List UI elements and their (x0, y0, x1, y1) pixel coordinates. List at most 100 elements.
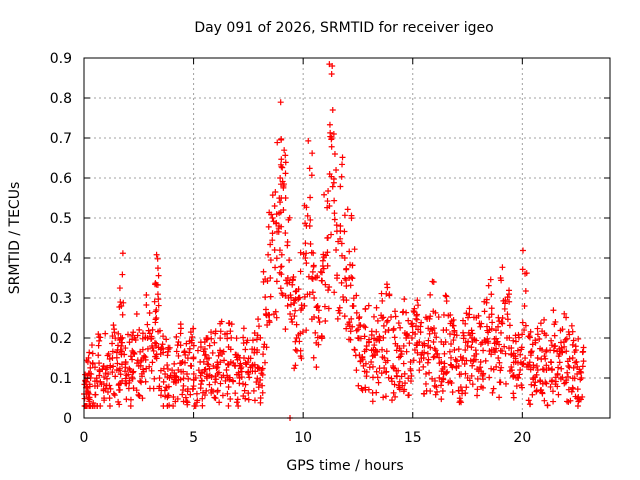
data-point (379, 315, 386, 322)
data-point (307, 216, 314, 223)
data-point (184, 355, 191, 362)
data-point (291, 313, 298, 320)
data-point (477, 364, 484, 371)
data-point (512, 338, 519, 345)
data-point (255, 384, 262, 391)
data-point (311, 313, 318, 320)
data-point (397, 353, 404, 360)
data-point (501, 305, 508, 312)
data-point (415, 326, 422, 333)
data-point (353, 292, 360, 299)
data-point (300, 251, 307, 258)
data-point (197, 385, 204, 392)
data-point (551, 332, 558, 339)
data-point (225, 361, 232, 368)
data-point (279, 291, 286, 298)
data-point (171, 360, 178, 367)
data-point (477, 341, 484, 348)
data-point (199, 395, 206, 402)
data-point (316, 318, 323, 325)
data-point (550, 398, 557, 405)
data-point (240, 393, 247, 400)
data-point (534, 367, 541, 374)
data-point (358, 385, 365, 392)
data-point (137, 362, 144, 369)
data-point (149, 326, 156, 333)
data-point (116, 387, 123, 394)
data-point (299, 329, 306, 336)
data-point (431, 330, 438, 337)
data-point (146, 330, 153, 337)
data-point (527, 328, 534, 335)
data-point (170, 393, 177, 400)
data-point (518, 344, 525, 351)
data-point (130, 350, 137, 357)
data-point (212, 395, 219, 402)
data-point (380, 314, 387, 321)
y-tick-label: 0.9 (50, 51, 72, 67)
data-point (548, 359, 555, 366)
data-point (568, 388, 575, 395)
data-point (324, 198, 331, 205)
data-point (331, 216, 338, 223)
data-point (110, 390, 117, 397)
data-point (443, 327, 450, 334)
data-point (122, 345, 129, 352)
data-point (282, 152, 289, 159)
data-point (405, 392, 412, 399)
data-point (374, 374, 381, 381)
data-point (522, 355, 529, 362)
data-point (441, 360, 448, 367)
data-point (430, 354, 437, 361)
data-point (253, 336, 260, 343)
data-point (433, 334, 440, 341)
data-point (206, 365, 213, 372)
data-point (442, 292, 449, 299)
data-point (439, 387, 446, 394)
data-point (561, 343, 568, 350)
data-point (293, 321, 300, 328)
data-point (225, 384, 232, 391)
data-point (475, 368, 482, 375)
data-point (203, 373, 210, 380)
data-point (419, 349, 426, 356)
data-point (499, 320, 506, 327)
data-point (166, 344, 173, 351)
data-point (117, 299, 124, 306)
data-point (450, 322, 457, 329)
data-point (88, 371, 95, 378)
data-point (575, 335, 582, 342)
data-point (116, 285, 123, 292)
data-point (297, 353, 304, 360)
data-point (417, 323, 424, 330)
data-point (275, 228, 282, 235)
data-point (143, 365, 150, 372)
y-tick-label: 0.5 (50, 211, 72, 227)
data-point (363, 373, 370, 380)
data-point (139, 346, 146, 353)
data-point (95, 352, 102, 359)
data-point (87, 364, 94, 371)
data-point (548, 367, 555, 374)
data-point (280, 183, 287, 189)
data-point (333, 247, 340, 253)
data-point (371, 335, 378, 342)
data-point (302, 240, 309, 247)
data-point (280, 207, 287, 213)
data-point (573, 358, 580, 365)
data-point (422, 370, 429, 377)
data-point (259, 382, 266, 389)
data-point (113, 354, 120, 361)
data-point (318, 277, 325, 284)
y-axis-label: SRMTID / TECUs (7, 182, 23, 295)
data-point (118, 361, 125, 368)
data-point (208, 329, 215, 336)
data-point (408, 335, 415, 342)
data-point (402, 380, 409, 387)
data-point (430, 339, 437, 346)
data-point (319, 257, 326, 264)
data-point (451, 329, 458, 336)
x-axis: 0 5 10 15 20 (80, 58, 531, 446)
data-point (434, 350, 441, 357)
data-point (203, 336, 210, 343)
